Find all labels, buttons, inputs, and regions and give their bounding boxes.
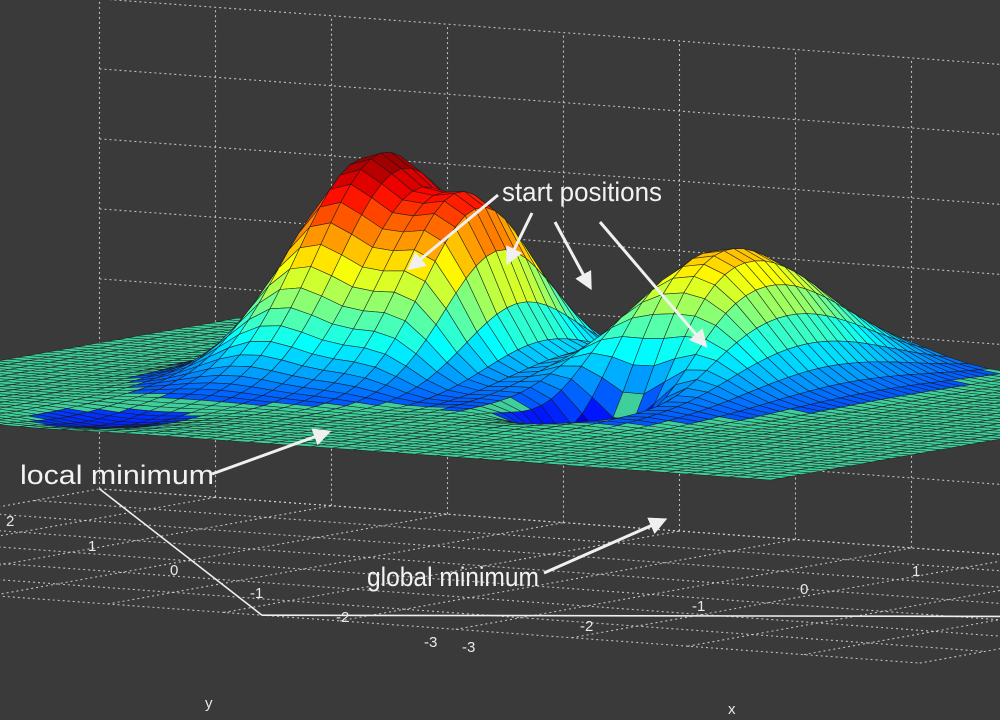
x-tick-label: 0 xyxy=(800,581,808,598)
start-arrow-1 xyxy=(407,193,499,271)
grid-line-floor-v-3 xyxy=(0,513,448,595)
x-tick-label: -2 xyxy=(580,618,593,635)
axis-edge-x xyxy=(261,614,1000,618)
grid-line-floor-v-9 xyxy=(687,589,1000,647)
grid-line-back-7 xyxy=(107,0,1000,65)
annotations: start positions local minimum global min… xyxy=(20,177,708,592)
global-min-arrow xyxy=(543,517,668,575)
y-tick-label: 2 xyxy=(6,513,14,530)
y-tick-label: 1 xyxy=(88,538,96,555)
global-minimum-label: global minimum xyxy=(367,562,539,592)
grid-line-floor-u-1 xyxy=(0,579,985,652)
grid-line-floor-v-0 xyxy=(0,488,100,508)
grid-line-back-0 xyxy=(99,488,1000,555)
local-minimum-label: local minimum xyxy=(20,460,214,490)
grid-line-back-6 xyxy=(99,68,1000,135)
y-tick-label: -2 xyxy=(336,609,349,626)
surface-cell xyxy=(749,476,781,481)
y-tick-label: 0 xyxy=(170,562,178,579)
grid-line-floor-u-0 xyxy=(0,595,920,664)
grid-line-floor-v-2 xyxy=(0,505,332,566)
surface-mesh xyxy=(0,151,1000,481)
surface-cell xyxy=(990,379,1000,383)
x-tick-label: 1 xyxy=(912,563,920,580)
x-tick-label: -1 xyxy=(692,598,705,615)
axes-grid xyxy=(0,0,1000,664)
grid-line-floor-u-7 xyxy=(99,488,1000,555)
start-arrow-3 xyxy=(553,221,592,291)
surface-cell xyxy=(987,418,1000,422)
start-arrow-2 xyxy=(506,212,534,266)
axis-edge-y xyxy=(99,488,263,616)
grid-line-floor-v-8 xyxy=(571,560,1000,639)
grid-line-floor-v-6 xyxy=(339,538,796,622)
y-tick-label: -1 xyxy=(250,585,263,602)
y-tick-label: -3 xyxy=(424,634,437,651)
surface-cell xyxy=(990,373,1000,377)
local-min-arrow xyxy=(211,428,332,476)
grid-line-floor-u-3 xyxy=(0,546,1000,621)
grid-line-floor-u-2 xyxy=(0,562,1000,637)
grid-line-floor-v-5 xyxy=(223,530,680,613)
grid-line-floor-u-4 xyxy=(0,530,1000,604)
surface-cell xyxy=(991,385,1000,389)
x-axis-label: x xyxy=(728,701,736,718)
surface-cell xyxy=(986,413,1000,417)
y-axis-label: y xyxy=(205,695,213,712)
start-positions-label: start positions xyxy=(502,177,662,207)
x-tick-label: -3 xyxy=(462,639,475,656)
grid-line-floor-v-10 xyxy=(803,619,1000,656)
grid-line-floor-v-11 xyxy=(919,648,1000,664)
axis-ticks: 2 1 0 -1 -2 -3 -3 -2 -1 0 1 xyxy=(6,513,920,656)
start-arrow-4 xyxy=(598,221,708,348)
grid-line-floor-v-7 xyxy=(455,547,912,630)
grid-line-floor-v-1 xyxy=(0,496,216,537)
grid-line-floor-v-4 xyxy=(107,522,564,605)
